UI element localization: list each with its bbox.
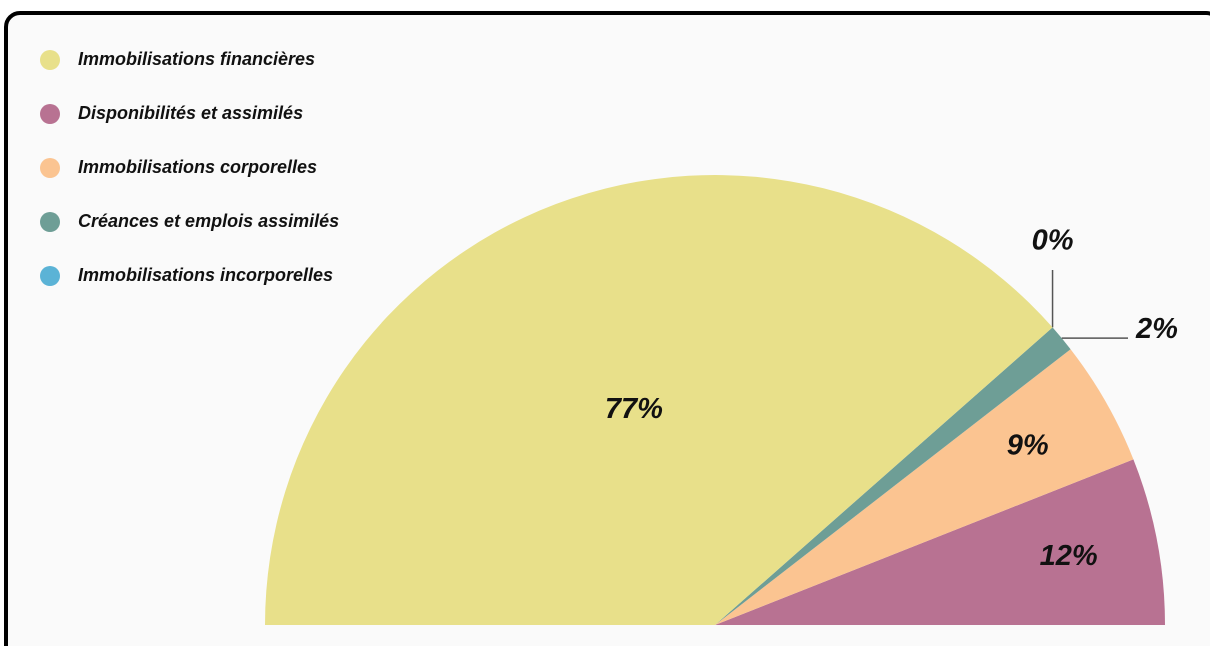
legend-label: Créances et emplois assimilés: [78, 211, 339, 231]
legend-swatch: [40, 104, 60, 124]
data-label: 12%: [1040, 540, 1098, 572]
legend-label: Disponibilités et assimilés: [78, 103, 303, 123]
data-label: 0%: [1032, 225, 1074, 257]
slice: [715, 327, 1071, 625]
legend-label: Immobilisations corporelles: [78, 157, 317, 177]
legend-swatch: [40, 158, 60, 178]
legend-swatch: [40, 50, 60, 70]
data-label: 77%: [605, 393, 663, 425]
slice: [715, 349, 1134, 625]
legend-label: Immobilisations incorporelles: [78, 265, 333, 285]
legend-label: Immobilisations financières: [78, 49, 315, 69]
data-label: 2%: [1135, 313, 1178, 345]
slice: [715, 459, 1165, 625]
data-label: 9%: [1007, 429, 1049, 461]
legend-swatch: [40, 212, 60, 232]
slice: [265, 175, 1053, 625]
legend-swatch: [40, 266, 60, 286]
